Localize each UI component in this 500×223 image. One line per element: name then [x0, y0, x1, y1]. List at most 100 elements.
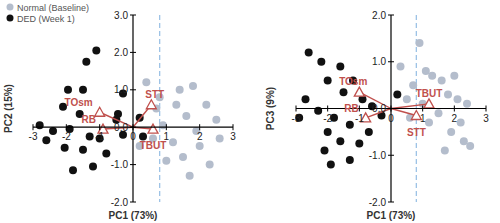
point	[79, 86, 87, 94]
point	[212, 116, 220, 124]
x-axis-title: PC1 (73%)	[367, 210, 416, 221]
point	[206, 161, 214, 169]
y-tick-label: 1.0	[114, 84, 128, 95]
legend-swatch	[7, 4, 14, 11]
plot-area	[36, 15, 224, 202]
y-tick-label: 0.0	[114, 122, 128, 133]
x-tick	[422, 106, 423, 112]
point	[202, 101, 210, 109]
x-tick	[359, 106, 360, 112]
y-tick-label: 0.0	[372, 103, 386, 114]
point	[447, 128, 455, 136]
x-axis	[296, 108, 486, 109]
x-tick-label: -1	[355, 113, 364, 124]
y-tick	[388, 202, 394, 203]
point	[463, 100, 471, 108]
y-tick	[388, 155, 394, 156]
point	[86, 133, 94, 141]
point	[346, 121, 354, 129]
y-tick	[130, 164, 136, 165]
x-tick-label: 3	[483, 113, 489, 124]
point	[102, 149, 110, 157]
x-tick	[454, 106, 455, 112]
y-tick-label: -1.0	[111, 159, 129, 170]
y-axis	[132, 15, 133, 202]
x-tick-label: -3	[292, 113, 301, 124]
x-axis	[33, 127, 233, 128]
point	[49, 127, 57, 135]
point	[162, 157, 170, 165]
y-tick	[130, 15, 136, 16]
x-tick	[327, 106, 328, 112]
point	[355, 140, 363, 148]
point	[336, 62, 344, 70]
loading-marker	[95, 107, 105, 116]
y-tick-label: 3.0	[114, 10, 128, 21]
point	[42, 136, 50, 144]
loading-marker	[354, 87, 364, 96]
loading-marker	[424, 99, 434, 108]
point	[302, 95, 310, 103]
y-tick-label: -2.0	[111, 197, 129, 208]
y-tick	[130, 89, 136, 90]
point	[393, 90, 401, 98]
x-tick	[199, 124, 200, 130]
y-tick	[388, 61, 394, 62]
point	[327, 161, 335, 169]
point	[321, 147, 329, 155]
point	[365, 128, 373, 136]
point	[79, 146, 87, 154]
x-tick-label: -1	[95, 131, 104, 142]
point	[422, 67, 430, 75]
point	[428, 72, 436, 80]
loading-arrow	[391, 109, 416, 116]
point	[176, 86, 184, 94]
point	[397, 62, 405, 70]
point	[324, 128, 332, 136]
loading-label: TOsm	[339, 76, 367, 87]
loading-marker	[146, 100, 156, 109]
point	[179, 153, 187, 161]
x-axis-title: PC1 (73%)	[109, 210, 158, 221]
legend-label: DED (Week 1)	[17, 14, 75, 24]
point	[416, 39, 424, 47]
legend-swatch	[7, 15, 14, 22]
point	[435, 109, 443, 117]
point	[92, 47, 100, 55]
point	[340, 88, 348, 96]
point	[403, 95, 411, 103]
loading-label: STT	[145, 89, 164, 100]
x-tick-label: 3	[230, 131, 236, 142]
point	[466, 142, 474, 150]
y-tick-label: 2.0	[372, 10, 386, 21]
point	[36, 121, 44, 129]
y-tick-label: 1.0	[372, 56, 386, 67]
x-tick-label: 0	[388, 113, 394, 124]
point	[82, 58, 90, 66]
point	[336, 137, 344, 145]
loading-label: TOsm	[64, 97, 92, 108]
point	[196, 142, 204, 150]
point	[64, 86, 72, 94]
point	[216, 134, 224, 142]
point	[305, 48, 313, 56]
loading-label: RB	[344, 103, 358, 114]
point	[346, 156, 354, 164]
x-tick-label: -2	[62, 131, 71, 142]
y-tick	[388, 15, 394, 16]
point	[425, 119, 433, 127]
loading-label: RB	[82, 114, 96, 125]
point	[441, 147, 449, 155]
y-tick	[388, 108, 394, 109]
x-tick	[99, 124, 100, 130]
point	[438, 76, 446, 84]
point	[189, 82, 197, 90]
point	[450, 72, 458, 80]
point	[454, 95, 462, 103]
chart-root: -3-2-10123-2.0-1.00.01.02.03.0TOsmRBSTTT…	[0, 0, 500, 223]
point	[142, 78, 150, 86]
legend-label: Normal (Baseline)	[17, 3, 89, 13]
x-tick-label: 2	[197, 131, 203, 142]
point	[172, 101, 180, 109]
x-tick	[296, 106, 297, 112]
